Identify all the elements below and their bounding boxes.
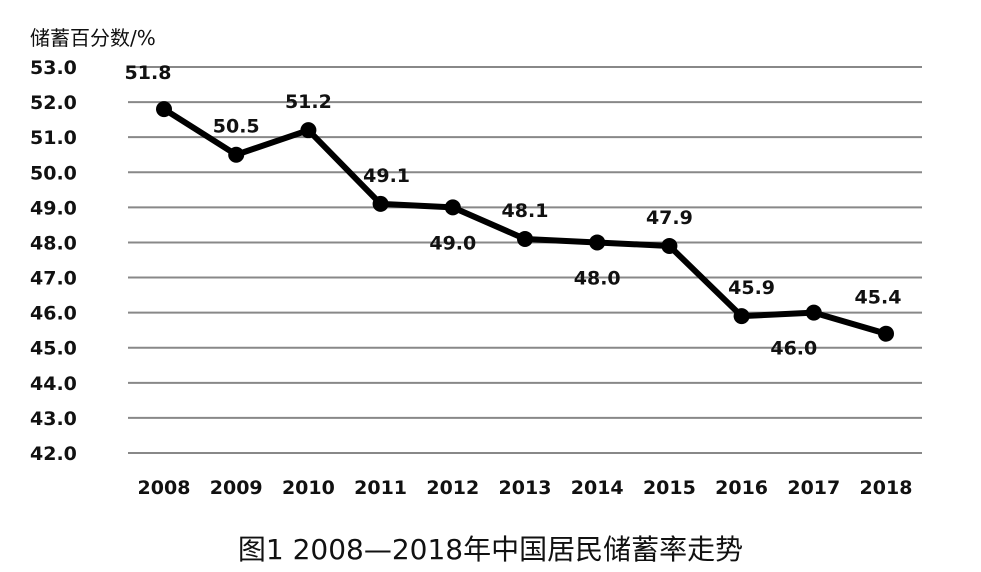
y-tick-label: 46.0 (30, 303, 77, 325)
y-axis-title: 储蓄百分数/% (30, 26, 156, 50)
x-tick-label: 2014 (571, 477, 624, 499)
x-tick-label: 2008 (138, 477, 191, 499)
data-label: 51.2 (285, 91, 332, 113)
data-point (300, 122, 317, 139)
x-tick-labels: 2008 2009 2010 2011 2012 2013 2014 2015 2016 2017… (138, 477, 913, 499)
y-tick-label: 51.0 (30, 127, 77, 149)
x-tick-label: 2009 (210, 477, 263, 499)
data-point (517, 230, 533, 247)
data-point (372, 195, 389, 212)
y-tick-label: 52.0 (30, 92, 77, 114)
gridlines (128, 66, 922, 454)
data-label: 49.0 (429, 232, 476, 254)
data-label: 45.9 (728, 277, 775, 299)
y-tick-label: 45.0 (30, 338, 77, 360)
data-point (444, 199, 461, 216)
data-points (156, 101, 894, 342)
y-tick-label: 42.0 (30, 443, 77, 465)
data-label: 47.9 (646, 207, 693, 229)
x-tick-label: 2016 (715, 477, 768, 499)
data-label: 48.0 (574, 267, 621, 289)
y-tick-label: 53.0 (30, 57, 77, 79)
data-label: 51.8 (125, 62, 172, 84)
data-label: 46.0 (770, 338, 817, 360)
chart-caption: 图1 2008—2018年中国居民储蓄率走势 (237, 533, 744, 566)
x-tick-label: 2017 (787, 477, 840, 499)
x-tick-label: 2013 (499, 477, 552, 499)
y-tick-label: 49.0 (30, 197, 77, 219)
data-label: 45.4 (855, 287, 902, 309)
data-point (878, 325, 894, 342)
x-tick-label: 2012 (426, 477, 479, 499)
data-point (156, 101, 172, 118)
data-label: 49.1 (363, 165, 410, 187)
y-tick-label: 44.0 (30, 373, 77, 395)
x-tick-label: 2010 (282, 477, 335, 499)
data-point (733, 308, 750, 325)
y-tick-labels: 53.0 52.0 51.0 50.0 49.0 48.0 47.0 46.0 45.0 44.0… (30, 57, 77, 465)
data-label: 48.1 (502, 200, 549, 222)
x-tick-label: 2018 (860, 477, 913, 499)
data-point (589, 234, 606, 251)
y-tick-label: 43.0 (30, 408, 77, 430)
data-point (661, 237, 678, 254)
y-tick-label: 47.0 (30, 268, 77, 290)
data-labels: 51.8 50.5 51.2 49.1 49.0 48.1 48.0 47.9 45.9 46.0… (125, 62, 902, 360)
y-tick-label: 48.0 (30, 232, 77, 254)
data-point (805, 304, 822, 321)
x-tick-label: 2015 (643, 477, 696, 499)
x-tick-label: 2011 (354, 477, 407, 499)
line-chart: 53.0 52.0 51.0 50.0 49.0 48.0 47.0 46.0 45.0 44.0… (30, 57, 922, 499)
data-label: 50.5 (213, 116, 260, 138)
data-point (228, 146, 245, 163)
y-tick-label: 50.0 (30, 162, 77, 184)
